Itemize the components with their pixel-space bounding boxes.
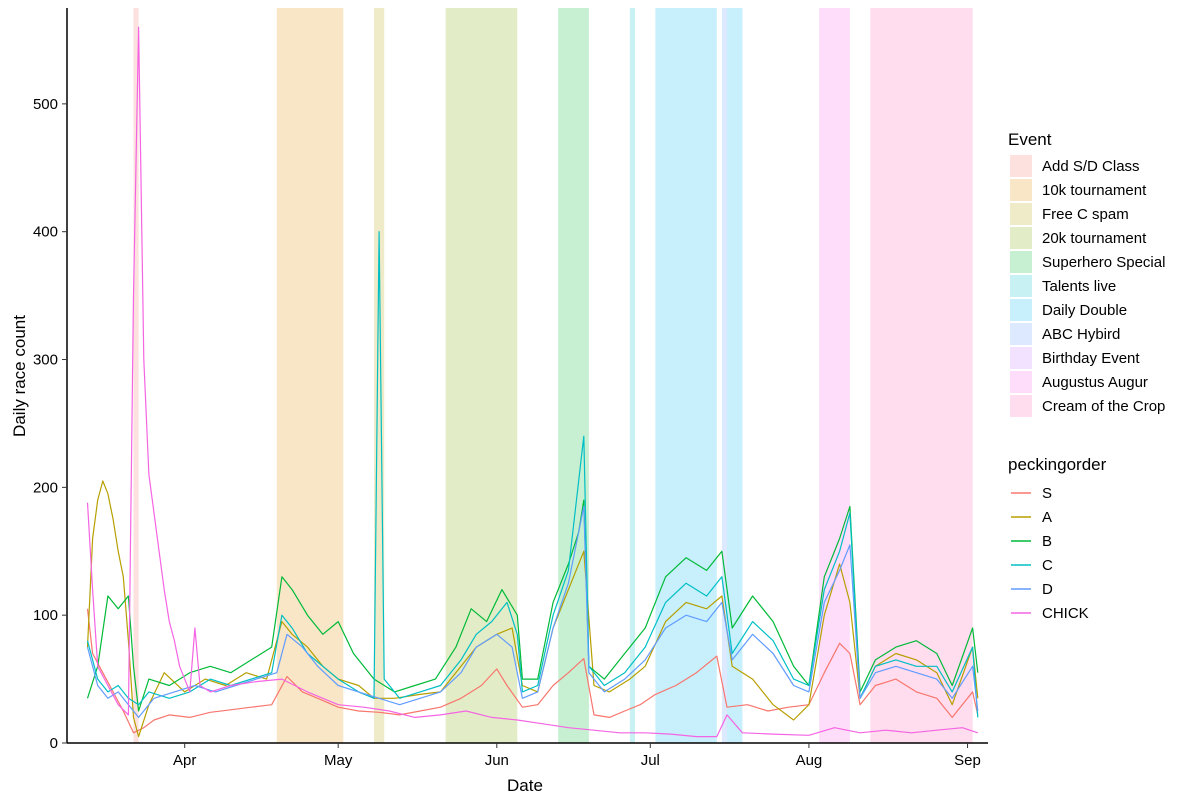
series-legend-label: C [1042, 557, 1053, 574]
series-legend-label: D [1042, 581, 1053, 598]
event-legend-label: ABC Hybird [1042, 326, 1120, 343]
event-band-augustus-augur [819, 8, 850, 743]
series-legend-label: B [1042, 533, 1052, 550]
event-legend-key [1010, 179, 1032, 201]
event-legend-key [1010, 395, 1032, 417]
event-legend-key [1010, 371, 1032, 393]
event-legend-label: Talents live [1042, 278, 1116, 295]
event-band-superhero-special [558, 8, 589, 743]
event-legend-key [1010, 347, 1032, 369]
event-legend-label: Augustus Augur [1042, 374, 1148, 391]
series-line-c [86, 231, 979, 718]
event-band-free-c-spam [374, 8, 385, 743]
series-legend-label: A [1042, 509, 1052, 526]
axes [66, 8, 988, 744]
y-axis-label: Daily race count [10, 315, 29, 437]
y-tick-label: 100 [33, 607, 58, 624]
event-legend-label: Free C spam [1042, 206, 1129, 223]
event-band-cream-of-the-crop [870, 8, 973, 743]
event-legend-key [1010, 227, 1032, 249]
event-legend-label: Daily Double [1042, 302, 1127, 319]
event-legend: Add S/D Class 10k tournament Free C spam 20… [1010, 155, 1165, 417]
x-tick-label: Sep [954, 752, 981, 769]
series-line-d [86, 505, 979, 718]
event-legend-label: Cream of the Crop [1042, 398, 1165, 415]
x-tick-label: Aug [796, 752, 823, 769]
y-tick-label: 500 [33, 96, 58, 113]
series-legend-label: CHICK [1042, 605, 1089, 622]
series-legend-label: S [1042, 485, 1052, 502]
event-legend-key [1010, 251, 1032, 273]
event-legend-label: Birthday Event [1042, 350, 1140, 367]
event-legend-key [1010, 275, 1032, 297]
series-line-b [86, 499, 979, 712]
event-legend-key [1010, 299, 1032, 321]
event-legend-label: 20k tournament [1042, 230, 1147, 247]
x-tick-label: Apr [173, 752, 196, 769]
series-line-s [86, 608, 979, 734]
y-tick-label: 200 [33, 479, 58, 496]
event-legend-label: 10k tournament [1042, 182, 1147, 199]
event-legend-label: Superhero Special [1042, 254, 1165, 271]
event-band-talents-live [629, 8, 635, 743]
x-tick-label: May [324, 752, 353, 769]
event-legend-title: Event [1008, 130, 1052, 149]
series-lines [86, 26, 979, 738]
event-bands [133, 8, 973, 743]
y-tick-label: 0 [50, 735, 58, 752]
series-line-chick [86, 26, 978, 738]
event-band-20k-tournament [445, 8, 518, 743]
event-band-abc-hybird [721, 8, 728, 743]
event-legend-key [1010, 323, 1032, 345]
y-tick-label: 400 [33, 224, 58, 241]
x-axis-label: Date [507, 776, 543, 795]
y-tick-label: 300 [33, 352, 58, 369]
axis-ticks: 0 100 200 300 400 500 Apr May Jun Jul Aug Sep [33, 96, 981, 769]
event-band-10k-tournament [276, 8, 344, 743]
event-legend-key [1010, 203, 1032, 225]
event-legend-label: Add S/D Class [1042, 158, 1140, 175]
x-tick-label: Jul [641, 752, 660, 769]
event-band-add-s-d-class [133, 8, 139, 743]
event-band-daily-double [655, 8, 717, 743]
series-legend-title: peckingorder [1008, 455, 1107, 474]
event-band-daily-double [727, 8, 743, 743]
event-legend-key [1010, 155, 1032, 177]
x-tick-label: Jun [485, 752, 509, 769]
